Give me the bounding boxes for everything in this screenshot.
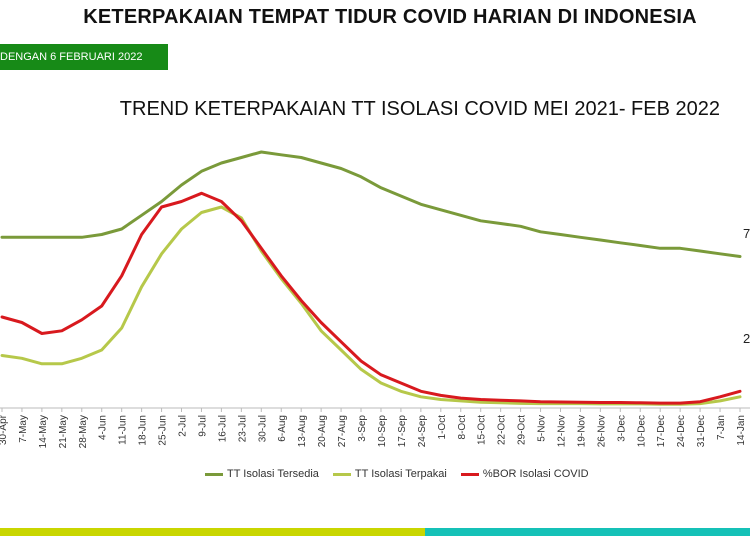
- x-tick-label: 2-Jul: [178, 415, 189, 437]
- x-tick-label: 25-Jun: [158, 415, 169, 446]
- x-tick-label: 27-Aug: [337, 415, 348, 447]
- series-line-1: [0, 205, 742, 406]
- x-tick-label: 18-Jun: [138, 415, 149, 446]
- x-tick-label: 30-Apr: [0, 414, 9, 445]
- x-tick-label: 29-Oct: [517, 415, 528, 445]
- x-tick-label: 10-Sep: [377, 415, 388, 448]
- series-line-2: [0, 191, 742, 405]
- x-tick-label: 22-Oct: [497, 415, 508, 445]
- footer-bar-left: [0, 528, 425, 536]
- x-tick-label: 19-Nov: [576, 415, 587, 447]
- x-tick-label: 7-May: [18, 415, 29, 443]
- chart-legend: TT Isolasi Tersedia TT Isolasi Terpakai …: [205, 468, 589, 480]
- x-tick-label: 3-Dec: [616, 415, 627, 442]
- x-tick-label: 5-Nov: [537, 415, 548, 442]
- x-tick-label: 11-Jun: [118, 415, 129, 445]
- page-title: KETERPAKAIAN TEMPAT TIDUR COVID HARIAN D…: [83, 6, 697, 28]
- x-tick-label: 8-Oct: [457, 415, 468, 440]
- x-tick-label: 1-Oct: [437, 415, 448, 440]
- legend-item-bor: %BOR Isolasi COVID: [460, 468, 589, 480]
- x-tick-label: 14-Jan: [736, 415, 747, 446]
- legend-label-bor: %BOR Isolasi COVID: [482, 468, 589, 480]
- date-badge: DENGAN 6 FEBRUARI 2022: [0, 44, 168, 70]
- legend-label-tersedia: TT Isolasi Tersedia: [227, 468, 319, 480]
- legend-swatch-bor: [460, 472, 479, 476]
- legend-label-terpakai: TT Isolasi Terpakai: [354, 468, 447, 480]
- x-tick-label: 3-Sep: [357, 415, 368, 442]
- x-tick-label: 4-Jun: [98, 415, 109, 440]
- x-tick-label: 30-Jul: [257, 415, 268, 442]
- x-tick-label: 23-Jul: [237, 415, 248, 442]
- x-tick-label: 21-May: [58, 415, 69, 448]
- x-tick-label: 16-Jul: [217, 415, 228, 442]
- x-tick-label: 20-Aug: [317, 415, 328, 447]
- x-tick-label: 26-Nov: [596, 415, 607, 447]
- legend-item-tersedia: TT Isolasi Tersedia: [205, 468, 319, 480]
- right-edge-label-upper: 7: [743, 226, 750, 241]
- legend-swatch-terpakai: [332, 472, 351, 476]
- x-tick-label: 7-Jan: [716, 415, 727, 440]
- x-tick-label: 6-Aug: [277, 415, 288, 442]
- x-tick-label: 14-May: [38, 415, 49, 448]
- right-edge-label-lower: 2: [743, 331, 750, 346]
- chart-title: TREND KETERPAKAIAN TT ISOLASI COVID MEI …: [119, 98, 720, 120]
- x-tick-label: 15-Oct: [477, 415, 488, 445]
- x-tick-label: 31-Dec: [696, 415, 707, 447]
- x-tick-label: 28-May: [78, 415, 89, 448]
- x-tick-label: 13-Aug: [297, 415, 308, 447]
- x-tick-label: 24-Dec: [676, 415, 687, 447]
- footer-bar-right: [425, 528, 750, 536]
- legend-swatch-tersedia: [205, 472, 223, 476]
- x-tick-label: 9-Jul: [197, 415, 208, 437]
- x-tick-label: 17-Dec: [656, 415, 667, 447]
- x-tick-label: 17-Sep: [397, 415, 408, 448]
- x-tick-label: 24-Sep: [417, 415, 428, 448]
- series-line-0: [0, 150, 742, 258]
- x-tick-label: 10-Dec: [636, 415, 647, 447]
- legend-item-terpakai: TT Isolasi Terpakai: [332, 468, 447, 480]
- x-tick-label: 12-Nov: [556, 415, 567, 447]
